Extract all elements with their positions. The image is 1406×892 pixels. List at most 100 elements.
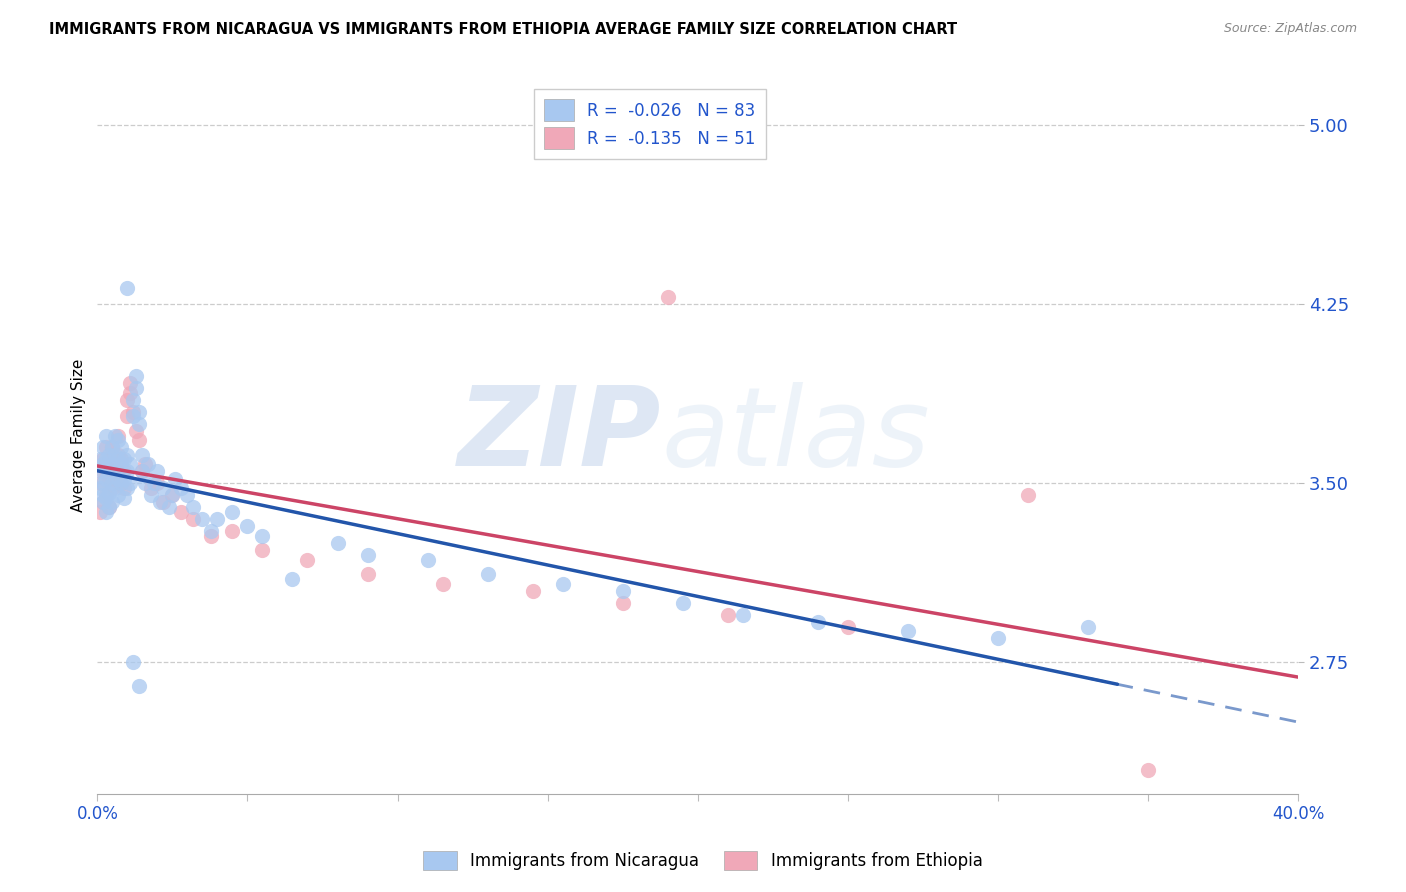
Point [89,505,111,519]
Point [112,471,135,485]
Point [93,495,115,509]
Point [122,409,145,424]
Point [128,405,150,419]
Point [128,417,150,431]
Point [297,552,319,566]
Point [104,428,127,442]
Point [98,471,121,485]
Point [191,512,214,526]
Point [1077,619,1099,633]
Point [138,457,160,471]
Point [93,495,115,509]
Point [183,500,205,515]
Point [107,471,129,485]
Point [987,632,1010,646]
Point [122,392,145,407]
Point [149,495,172,509]
Point [93,464,115,478]
Point [125,424,148,438]
Point [117,392,139,407]
Point [672,596,695,610]
Point [131,464,153,478]
Point [93,441,115,455]
Point [477,567,499,582]
Point [141,488,163,502]
Point [207,512,229,526]
Point [146,464,169,478]
Point [96,441,118,455]
Point [101,457,124,471]
Point [107,488,129,502]
Point [117,409,139,424]
Point [107,434,129,448]
Point [131,464,153,478]
Point [134,476,156,491]
Point [101,441,124,455]
Point [281,572,304,586]
Point [101,457,124,471]
Point [612,596,634,610]
Point [236,519,259,533]
Point [522,583,544,598]
Point [104,464,127,478]
Point [98,486,121,500]
Point [152,495,174,509]
Point [200,529,222,543]
Point [93,476,115,491]
Point [89,464,111,478]
Point [170,481,193,495]
Point [120,476,142,491]
Point [112,491,135,505]
Point [162,488,184,502]
Text: IMMIGRANTS FROM NICARAGUA VS IMMIGRANTS FROM ETHIOPIA AVERAGE FAMILY SIZE CORREL: IMMIGRANTS FROM NICARAGUA VS IMMIGRANTS … [49,22,957,37]
Point [96,491,118,505]
Text: ZIP: ZIP [458,382,662,489]
Point [112,452,135,467]
Point [125,381,148,395]
Point [551,576,574,591]
Point [89,476,111,491]
Point [107,464,129,478]
Point [104,457,127,471]
Point [141,481,163,495]
Legend: Immigrants from Nicaragua, Immigrants from Ethiopia: Immigrants from Nicaragua, Immigrants fr… [416,844,990,877]
Point [96,471,118,485]
Point [110,452,132,467]
Point [96,452,118,467]
Point [112,464,135,478]
Legend: R =  -0.026   N = 83, R =  -0.135   N = 51: R = -0.026 N = 83, R = -0.135 N = 51 [534,89,766,159]
Point [252,529,274,543]
Point [98,452,121,467]
Point [110,476,132,491]
Point [200,524,222,538]
Point [432,576,454,591]
Point [117,481,139,495]
Point [89,452,111,467]
Point [1137,763,1160,777]
Point [221,505,243,519]
Point [120,385,142,400]
Point [96,505,118,519]
Point [117,448,139,462]
Text: Source: ZipAtlas.com: Source: ZipAtlas.com [1223,22,1357,36]
Point [176,488,198,502]
Point [131,448,153,462]
Point [128,434,150,448]
Point [107,452,129,467]
Point [93,457,115,471]
Point [98,500,121,515]
Point [104,448,127,462]
Point [96,428,118,442]
Point [117,280,139,294]
Y-axis label: Average Family Size: Average Family Size [72,359,86,512]
Point [110,476,132,491]
Point [107,428,129,442]
Point [837,619,859,633]
Point [98,448,121,462]
Point [98,464,121,478]
Point [657,290,679,304]
Point [117,464,139,478]
Point [93,488,115,502]
Point [101,441,124,455]
Point [326,536,349,550]
